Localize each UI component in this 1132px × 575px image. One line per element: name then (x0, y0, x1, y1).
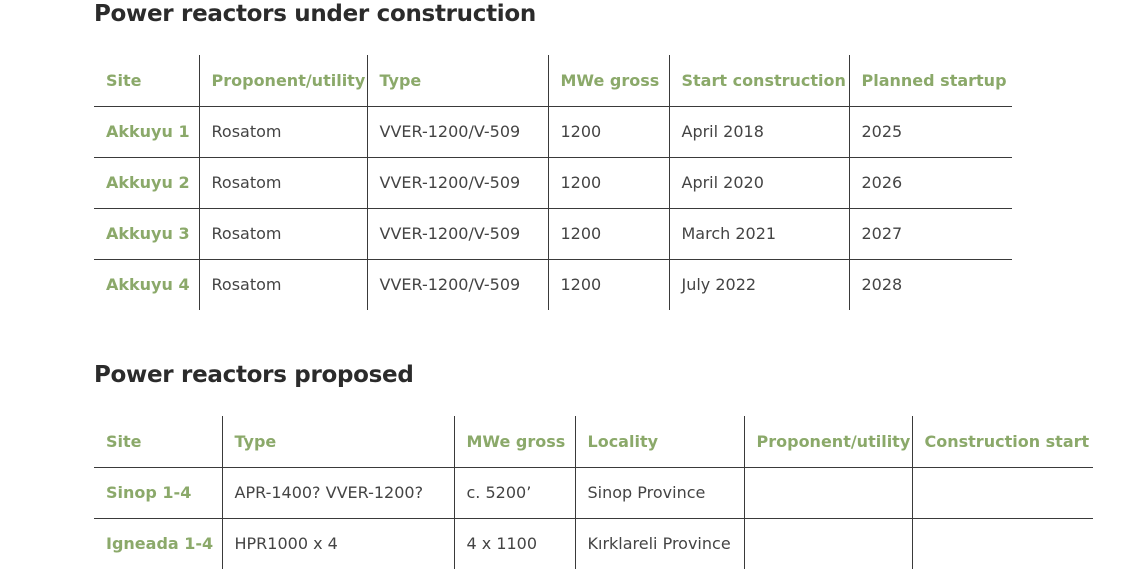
site-cell: Akkuyu 3 (94, 208, 199, 260)
site-cell: Akkuyu 4 (106, 275, 190, 295)
type-cell: VVER-1200/V-509 (366, 106, 548, 158)
proponent-cell: Rosatom (198, 157, 367, 209)
start-construction-cell: April 2018 (668, 106, 849, 158)
proponent-cell: Rosatom (198, 208, 367, 260)
mwe-cell: c. 5200’ (453, 467, 575, 519)
proponent-cell: Rosatom (198, 106, 367, 158)
planned-startup-cell: 2027 (848, 208, 1012, 260)
mwe-cell: 4 x 1100 (453, 518, 575, 569)
column-header-construction-start: Construction start (911, 416, 1093, 468)
table-row: Akkuyu 1 Rosatom VVER-1200/V-509 1200 Ap… (94, 106, 1012, 158)
column-header-planned-startup: Planned startup (848, 55, 1012, 107)
table-row: Akkuyu 4 Rosatom VVER-1200/V-509 1200 Ju… (94, 259, 1012, 310)
table-header-row: Site Type MWe gross Locality Proponent/u… (94, 416, 1093, 468)
proponent-cell (743, 467, 912, 519)
reactors-proposed-table: Site Type MWe gross Locality Proponent/u… (94, 416, 1093, 569)
type-cell: VVER-1200/V-509 (366, 208, 548, 260)
column-header-proponent: Proponent/utility (198, 55, 367, 107)
table-row: Akkuyu 3 Rosatom VVER-1200/V-509 1200 Ma… (94, 208, 1012, 260)
column-header-mwe-gross: MWe gross (453, 416, 575, 468)
proponent-cell (743, 518, 912, 569)
start-construction-cell: March 2021 (668, 208, 849, 260)
column-header-locality: Locality (574, 416, 744, 468)
column-header-type: Type (221, 416, 454, 468)
site-cell: Igneada 1-4 (106, 534, 214, 554)
mwe-cell: 1200 (547, 208, 669, 260)
column-header-site: Site (94, 416, 222, 468)
planned-startup-cell: 2025 (848, 106, 1012, 158)
type-cell: APR-1400? VVER-1200? (221, 467, 454, 519)
table-header-row: Site Proponent/utility Type MWe gross St… (94, 55, 1012, 107)
type-cell: VVER-1200/V-509 (366, 259, 548, 310)
table-row: Sinop 1-4 APR-1400? VVER-1200? c. 5200’ … (94, 467, 1093, 519)
column-header-type: Type (366, 55, 548, 107)
mwe-cell: 1200 (547, 106, 669, 158)
construction-start-cell (911, 467, 1093, 519)
planned-startup-cell: 2028 (848, 259, 1012, 310)
column-header-site: Site (94, 55, 199, 107)
column-header-start-construction: Start construction (668, 55, 849, 107)
type-cell: HPR1000 x 4 (221, 518, 454, 569)
table-row: Igneada 1-4 HPR1000 x 4 4 x 1100 Kırklar… (94, 518, 1093, 569)
mwe-cell: 1200 (547, 157, 669, 209)
mwe-cell: 1200 (547, 259, 669, 310)
type-cell: VVER-1200/V-509 (366, 157, 548, 209)
site-cell: Akkuyu 1 (94, 106, 199, 158)
section-title-proposed: Power reactors proposed (94, 362, 414, 388)
start-construction-cell: July 2022 (668, 259, 849, 310)
locality-cell: Kırklareli Province (574, 518, 744, 569)
locality-cell: Sinop Province (574, 467, 744, 519)
site-cell: Akkuyu 2 (94, 157, 199, 209)
construction-start-cell (911, 518, 1093, 569)
planned-startup-cell: 2026 (848, 157, 1012, 209)
reactors-under-construction-table: Site Proponent/utility Type MWe gross St… (94, 55, 1012, 310)
site-cell: Sinop 1-4 (94, 467, 222, 519)
column-header-mwe-gross: MWe gross (547, 55, 669, 107)
proponent-cell: Rosatom (198, 259, 367, 310)
section-title-under-construction: Power reactors under construction (94, 1, 536, 27)
table-row: Akkuyu 2 Rosatom VVER-1200/V-509 1200 Ap… (94, 157, 1012, 209)
column-header-proponent: Proponent/utility (743, 416, 912, 468)
start-construction-cell: April 2020 (668, 157, 849, 209)
